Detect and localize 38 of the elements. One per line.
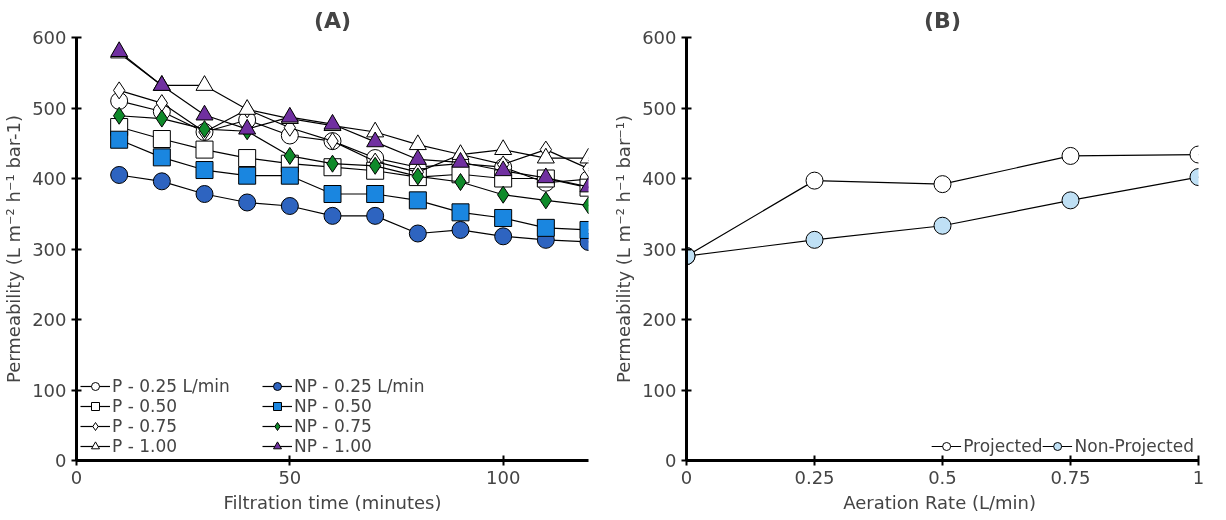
y-tick-label: 200 <box>32 309 67 330</box>
legend-label: NP - 1.00 <box>294 436 373 456</box>
y-axis-title: Permeability (L m⁻² h⁻¹ bar⁻¹) <box>613 114 635 384</box>
chart-title: (A) <box>313 7 352 33</box>
legend-label: P - 0.50 <box>112 396 179 416</box>
x-tick-label: 50 <box>278 466 302 488</box>
legend-label: P - 0.25 L/min <box>112 376 231 396</box>
y-tick-label: 400 <box>32 168 67 189</box>
legend-label: NP - 0.50 <box>294 396 373 416</box>
legend-label: P - 0.75 <box>112 416 179 436</box>
x-tick-label: 0 <box>680 466 693 488</box>
x-tick-label: 1 <box>1192 466 1205 488</box>
y-tick-label: 500 <box>32 97 67 119</box>
y-tick-label: 100 <box>642 379 677 401</box>
y-tick-label: 400 <box>642 168 677 189</box>
legend-label: NP - 0.25 L/min <box>294 376 426 396</box>
x-tick-label: 0.75 <box>1050 466 1091 488</box>
y-tick-label: 0 <box>665 450 677 471</box>
legend-label: Projected <box>963 436 1043 456</box>
y-tick-label: 0 <box>55 450 67 471</box>
x-tick-label: 0.5 <box>928 466 957 488</box>
x-tick-label: 0.25 <box>794 466 835 488</box>
x-tick-label: 100 <box>485 466 521 488</box>
legend-label: NP - 0.75 <box>294 416 373 436</box>
y-tick-label: 500 <box>642 97 677 119</box>
y-tick-label: 600 <box>32 27 67 48</box>
chart-title: (B) <box>924 7 961 33</box>
y-tick-label: 100 <box>32 379 67 401</box>
legend-label: Non-Projected <box>1074 436 1194 456</box>
y-tick-label: 200 <box>642 309 677 330</box>
y-axis-title: Permeability (L m⁻² h⁻¹ bar-1) <box>3 114 25 384</box>
x-axis-title: Aeration Rate (L/min) <box>843 491 1037 513</box>
x-axis-title: Filtration time (minutes) <box>223 491 442 513</box>
y-tick-label: 600 <box>642 27 677 48</box>
y-tick-label: 300 <box>32 238 67 260</box>
x-tick-label: 0 <box>70 466 83 488</box>
legend-label: P - 1.00 <box>112 436 179 456</box>
y-tick-label: 300 <box>642 238 677 260</box>
